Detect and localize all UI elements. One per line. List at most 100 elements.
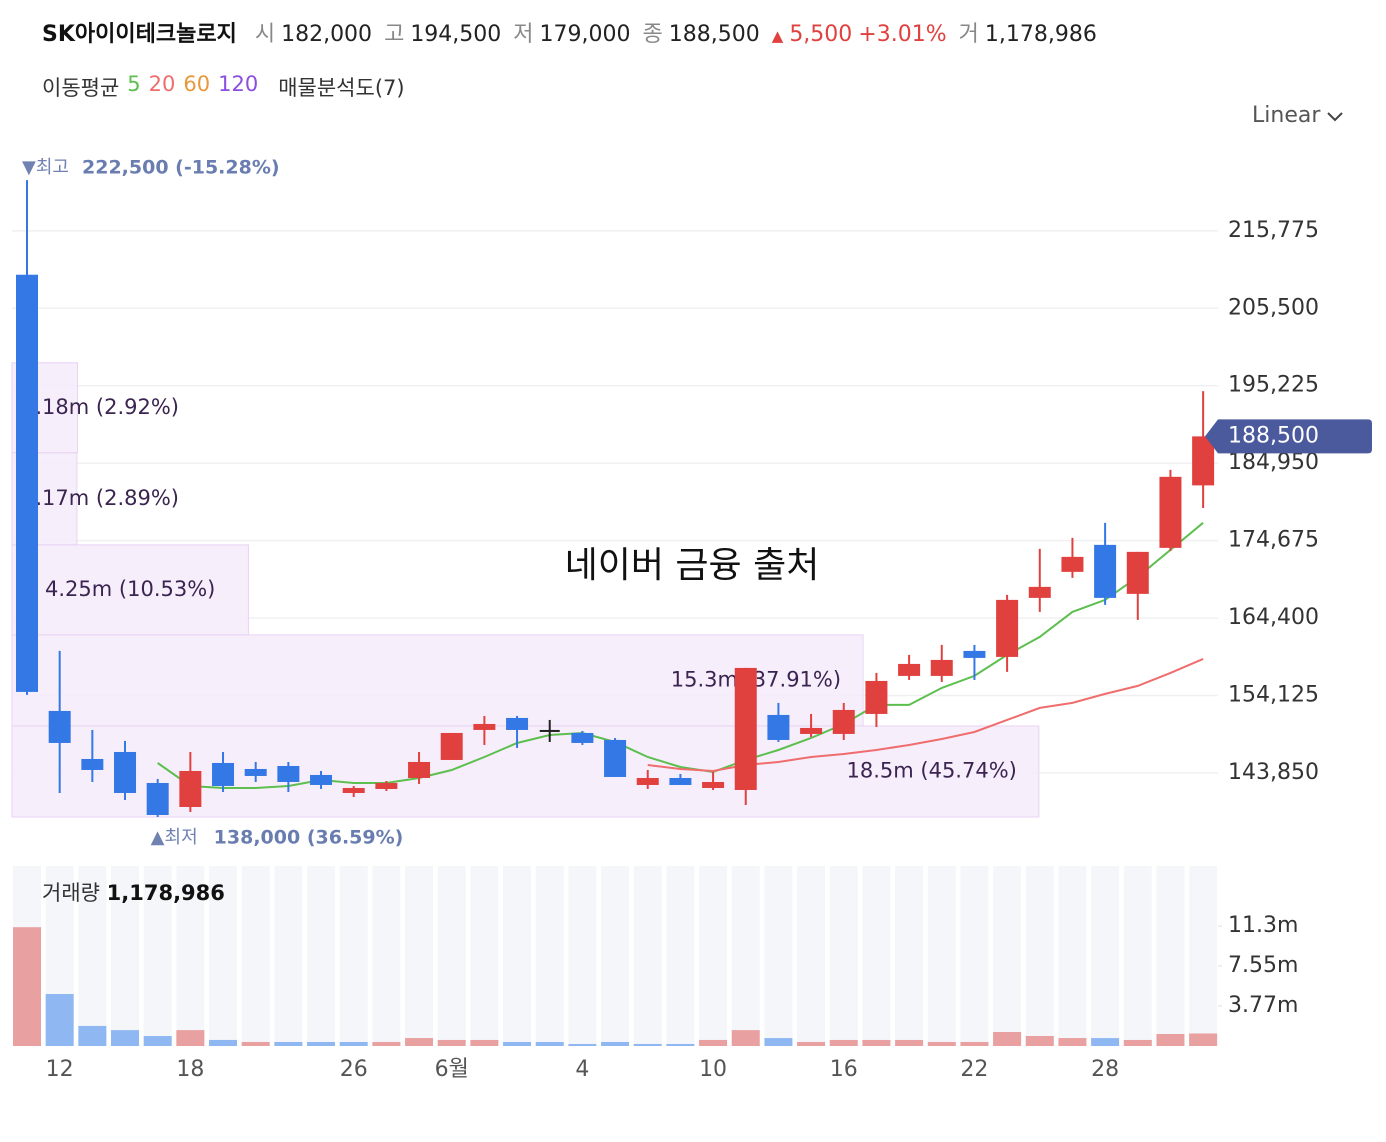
volume-column-bg — [503, 866, 532, 1046]
candle-body — [996, 599, 1019, 657]
volume-column-bg — [731, 866, 760, 1046]
candle-body — [81, 758, 104, 770]
volume-column-bg — [535, 866, 564, 1046]
x-tick-label: 16 — [830, 1057, 858, 1082]
stock-name: SK아이이테크놀로지 — [42, 22, 237, 47]
candle-body — [604, 739, 627, 777]
price-tag-label: 188,500 — [1228, 423, 1319, 448]
volume-column-bg — [1123, 866, 1152, 1046]
volume-tick-label: 3.77m — [1228, 993, 1298, 1018]
candle-body — [832, 709, 855, 734]
volume-profile-band — [11, 634, 864, 727]
volume-column-bg — [960, 866, 989, 1046]
legend-entry[interactable]: 120 — [218, 72, 259, 96]
volume-profile-band — [11, 544, 249, 636]
candle-body — [244, 768, 267, 776]
volume-bar — [764, 1038, 793, 1046]
volume-value: 1,178,986 — [984, 22, 1097, 47]
candle-body — [539, 729, 560, 732]
volume-column-bg — [307, 866, 336, 1046]
field-value: 188,500 — [668, 22, 760, 47]
volume-column-bg — [895, 866, 924, 1046]
volume-bar — [1025, 1036, 1054, 1046]
volume-column-bg — [601, 866, 630, 1046]
volume-column-bg — [862, 866, 891, 1046]
volume-bar — [176, 1030, 205, 1046]
volume-column-bg — [176, 866, 205, 1046]
y-tick-label: 205,500 — [1228, 295, 1319, 320]
volume-bar — [1156, 1034, 1185, 1046]
candle-body — [1126, 551, 1149, 594]
volume-profile-label: 18.5m (45.74%) — [847, 758, 1017, 782]
volume-bar — [633, 1043, 662, 1046]
candle-body — [48, 710, 71, 743]
field-value: 179,000 — [539, 22, 631, 47]
candle-body — [310, 774, 333, 785]
profile-title[interactable]: 매물분석도(7) — [278, 76, 405, 100]
y-tick-label: 184,950 — [1228, 450, 1319, 475]
x-tick-label: 22 — [960, 1057, 988, 1082]
volume-bar — [372, 1041, 401, 1046]
max-marker: ▼최고 — [22, 157, 69, 178]
legend-entry[interactable]: 5 — [127, 72, 141, 96]
x-tick-label: 18 — [176, 1057, 204, 1082]
volume-tick-label: 11.3m — [1228, 913, 1298, 938]
candle-body — [179, 770, 202, 807]
volume-column-bg — [274, 866, 303, 1046]
volume-column-bg — [78, 866, 107, 1046]
volume-bar — [862, 1039, 891, 1046]
legend-entry[interactable]: 20 — [148, 72, 176, 96]
legend-entry[interactable]: 60 — [183, 72, 211, 96]
min-marker: ▲최저 — [151, 827, 198, 848]
volume-bar — [143, 1036, 172, 1046]
volume-bar — [339, 1041, 368, 1046]
volume-bar — [503, 1041, 532, 1046]
candle-body — [734, 667, 757, 790]
min-label: 138,000 (36.59%) — [214, 827, 404, 849]
volume-bar — [241, 1041, 270, 1046]
x-tick-label: 28 — [1091, 1057, 1119, 1082]
volume-bar — [1189, 1033, 1218, 1046]
volume-bar — [437, 1039, 466, 1046]
candle-body — [963, 650, 986, 658]
price-tag — [1205, 419, 1372, 454]
candle-body — [930, 659, 953, 676]
y-tick-label: 154,125 — [1228, 682, 1319, 707]
volume-tick-label: 7.55m — [1228, 953, 1298, 978]
volume-column-bg — [1025, 866, 1054, 1046]
scale-selector[interactable]: Linear — [1252, 103, 1344, 128]
volume-bar — [13, 927, 42, 1046]
volume-bar — [1091, 1038, 1120, 1046]
y-tick-label: 174,675 — [1228, 528, 1319, 553]
y-tick-label: 195,225 — [1228, 373, 1319, 398]
field-value: 182,000 — [281, 22, 373, 47]
scale-label: Linear — [1252, 103, 1321, 128]
max-label: 222,500 (-15.28%) — [82, 157, 280, 179]
change: 5,500 — [789, 22, 853, 47]
watermark: 네이버 금융 출처 — [565, 545, 820, 586]
volume-column-bg — [209, 866, 238, 1046]
volume-title: 거래량 1,178,986 — [42, 877, 225, 907]
volume-column-bg — [143, 866, 172, 1046]
legend-title: 이동평균 — [42, 76, 120, 100]
candle-body — [506, 717, 529, 730]
volume-column-bg — [666, 866, 695, 1046]
x-tick-label: 26 — [340, 1057, 368, 1082]
volume-column-bg — [1189, 866, 1218, 1046]
volume-column-bg — [405, 866, 434, 1046]
volume-column-bg — [111, 866, 140, 1046]
volume-column-bg — [927, 866, 956, 1046]
volume-bar — [209, 1039, 238, 1046]
volume-bar — [535, 1041, 564, 1046]
volume-bar — [797, 1041, 826, 1046]
volume-bar — [1123, 1039, 1152, 1046]
x-tick-label: 10 — [699, 1057, 727, 1082]
candle-body — [898, 663, 921, 676]
volume-bar — [731, 1030, 760, 1046]
volume-profile-label: 1.17m (2.89%) — [22, 486, 179, 510]
volume-column-bg — [1058, 866, 1087, 1046]
volume-bar — [111, 1030, 140, 1046]
y-tick-label: 164,400 — [1228, 605, 1319, 630]
candle-body — [473, 723, 496, 730]
candle-body — [277, 765, 300, 782]
